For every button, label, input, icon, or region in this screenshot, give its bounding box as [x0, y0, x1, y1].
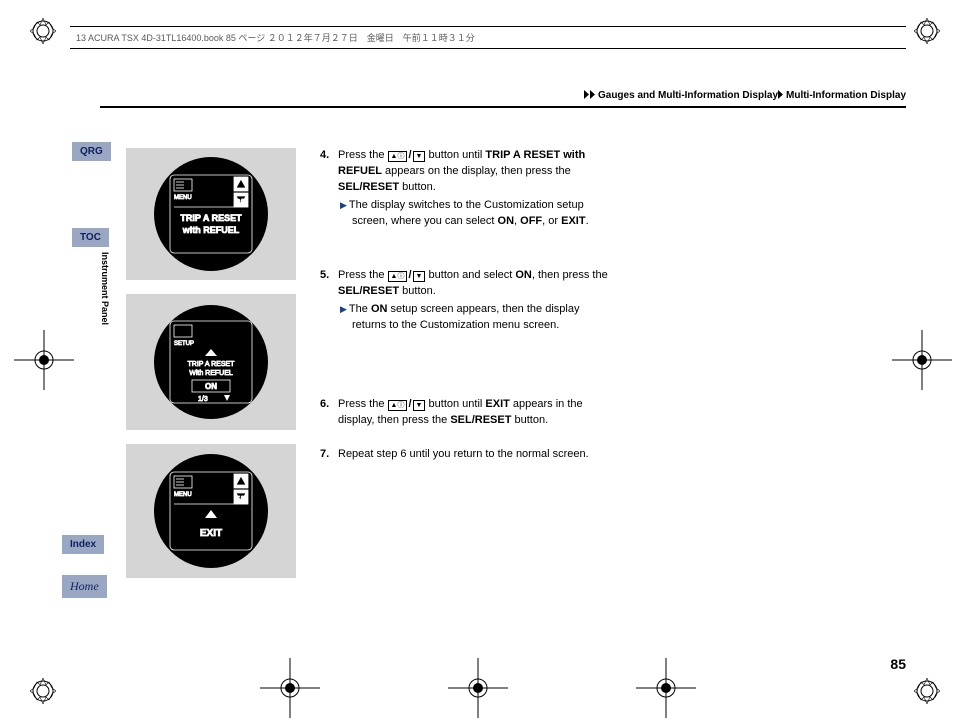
- cross-mark-bottom-b: [448, 658, 508, 718]
- svg-text:EXIT: EXIT: [200, 528, 222, 539]
- svg-text:ON: ON: [205, 382, 217, 391]
- registration-mark-top-right: [914, 18, 940, 44]
- svg-text:SETUP: SETUP: [174, 341, 194, 347]
- breadcrumb-arrow-icon: [778, 90, 786, 102]
- nav-label: Home: [70, 579, 99, 593]
- registration-mark-bottom-right: [914, 678, 940, 704]
- svg-text:1/3: 1/3: [198, 396, 208, 403]
- svg-text:with REFUEL: with REFUEL: [182, 225, 240, 235]
- nav-label: TOC: [80, 232, 101, 243]
- instruction-steps: 4. Press the ▲ⓘ/▼ button until TRIP A RE…: [320, 148, 610, 481]
- svg-text:5/5: 5/5: [236, 495, 248, 504]
- nav-label: QRG: [80, 146, 103, 157]
- step-body: Press the ▲ⓘ/▼ button and select ON, the…: [338, 268, 610, 334]
- svg-text:TRIP A RESET: TRIP A RESET: [180, 213, 242, 223]
- triangle-bullet-icon: ▶: [340, 304, 347, 314]
- nav-index-button[interactable]: Index: [62, 535, 104, 554]
- step-body: Press the ▲ⓘ/▼ button until EXIT appears…: [338, 397, 610, 429]
- down-button-icon: ▼: [413, 400, 426, 411]
- gauge-figure-exit: MENU 5/5 EXIT: [126, 444, 296, 578]
- svg-text:MENU: MENU: [174, 195, 192, 201]
- running-head: Instrument Panel: [100, 252, 110, 325]
- svg-text:TRIP A RESET: TRIP A RESET: [188, 361, 236, 368]
- page-number: 85: [890, 656, 906, 672]
- breadcrumb-root: Gauges and Multi-Information Display: [598, 90, 778, 101]
- step-number: 5.: [320, 268, 338, 334]
- step-6: 6. Press the ▲ⓘ/▼ button until EXIT appe…: [320, 397, 610, 429]
- nav-toc-button[interactable]: TOC: [72, 228, 109, 247]
- down-button-icon: ▼: [413, 271, 426, 282]
- breadcrumb-leaf: Multi-Information Display: [786, 90, 906, 101]
- step-body: Repeat step 6 until you return to the no…: [338, 447, 610, 463]
- step-number: 6.: [320, 397, 338, 429]
- svg-text:MENU: MENU: [174, 492, 192, 498]
- cross-mark-bottom-a: [260, 658, 320, 718]
- file-info-text: 13 ACURA TSX 4D-31TL16400.book 85 ページ ２０…: [76, 33, 475, 43]
- step-sub: ▶The display switches to the Customizati…: [338, 198, 610, 230]
- up-info-button-icon: ▲ⓘ: [388, 400, 408, 411]
- svg-text:With REFUEL: With REFUEL: [189, 370, 233, 377]
- svg-text:3/5: 3/5: [236, 198, 248, 207]
- registration-mark-top-left: [30, 18, 56, 44]
- step-5: 5. Press the ▲ⓘ/▼ button and select ON, …: [320, 268, 610, 334]
- nav-label: Index: [70, 539, 96, 550]
- step-body: Press the ▲ⓘ/▼ button until TRIP A RESET…: [338, 148, 610, 230]
- nav-qrg-button[interactable]: QRG: [72, 142, 111, 161]
- step-number: 4.: [320, 148, 338, 230]
- registration-mark-bottom-left: [30, 678, 56, 704]
- step-number: 7.: [320, 447, 338, 463]
- triangle-bullet-icon: ▶: [340, 200, 347, 210]
- breadcrumb-arrow-icon: [584, 90, 598, 102]
- nav-home-button[interactable]: Home: [62, 575, 107, 598]
- cross-mark-left: [14, 330, 74, 390]
- figure-column: MENU 3/5 TRIP A RESET with REFUEL SETUP: [126, 148, 296, 592]
- down-button-icon: ▼: [413, 151, 426, 162]
- step-sub: ▶The ON setup screen appears, then the d…: [338, 302, 610, 334]
- up-info-button-icon: ▲ⓘ: [388, 271, 408, 282]
- gauge-figure-setup-on: SETUP TRIP A RESET With REFUEL ON 1/3: [126, 294, 296, 430]
- cross-mark-bottom-c: [636, 658, 696, 718]
- up-info-button-icon: ▲ⓘ: [388, 151, 408, 162]
- breadcrumb: Gauges and Multi-Information Display Mul…: [100, 90, 906, 108]
- cross-mark-right: [892, 330, 952, 390]
- gauge-figure-trip-reset: MENU 3/5 TRIP A RESET with REFUEL: [126, 148, 296, 280]
- step-4: 4. Press the ▲ⓘ/▼ button until TRIP A RE…: [320, 148, 610, 230]
- step-7: 7. Repeat step 6 until you return to the…: [320, 447, 610, 463]
- file-info-bar: 13 ACURA TSX 4D-31TL16400.book 85 ページ ２０…: [70, 26, 906, 49]
